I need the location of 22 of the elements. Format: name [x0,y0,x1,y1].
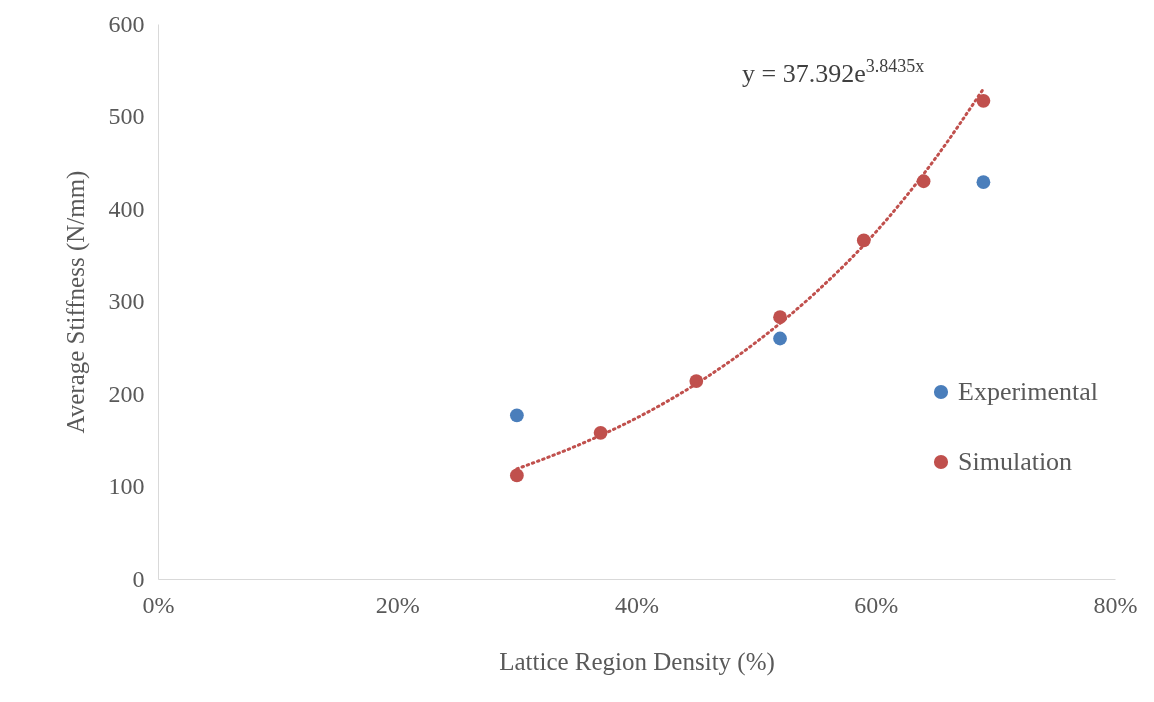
point [773,331,787,346]
point [976,175,991,190]
x-tick-label: 80% [1093,591,1138,618]
x-tick-label: 0% [142,591,175,618]
y-tick-label: 0 [132,565,145,592]
x-tick-label: 40% [615,591,659,618]
x-tick-label: 60% [854,591,899,618]
y-tick-label: 600 [108,10,145,37]
y-tick-label: 400 [108,195,145,222]
y-tick-label: 300 [108,288,145,314]
y-tick-label: 200 [108,380,145,407]
legend-label: Experimental [958,377,1099,406]
y-axis-title: Average Stiffness (N/mm) [61,170,90,434]
y-tick-label: 100 [108,473,145,499]
legend-label: Simulation [958,447,1073,476]
point [976,93,991,108]
point [509,408,524,423]
x-axis-title: Lattice Region Density (%) [499,647,775,676]
y-tick-label: 500 [108,103,145,129]
point [509,468,524,483]
annotation: y = 37.392e$^{3.8435x}$ [742,56,925,89]
x-tick-label: 20% [375,591,420,618]
